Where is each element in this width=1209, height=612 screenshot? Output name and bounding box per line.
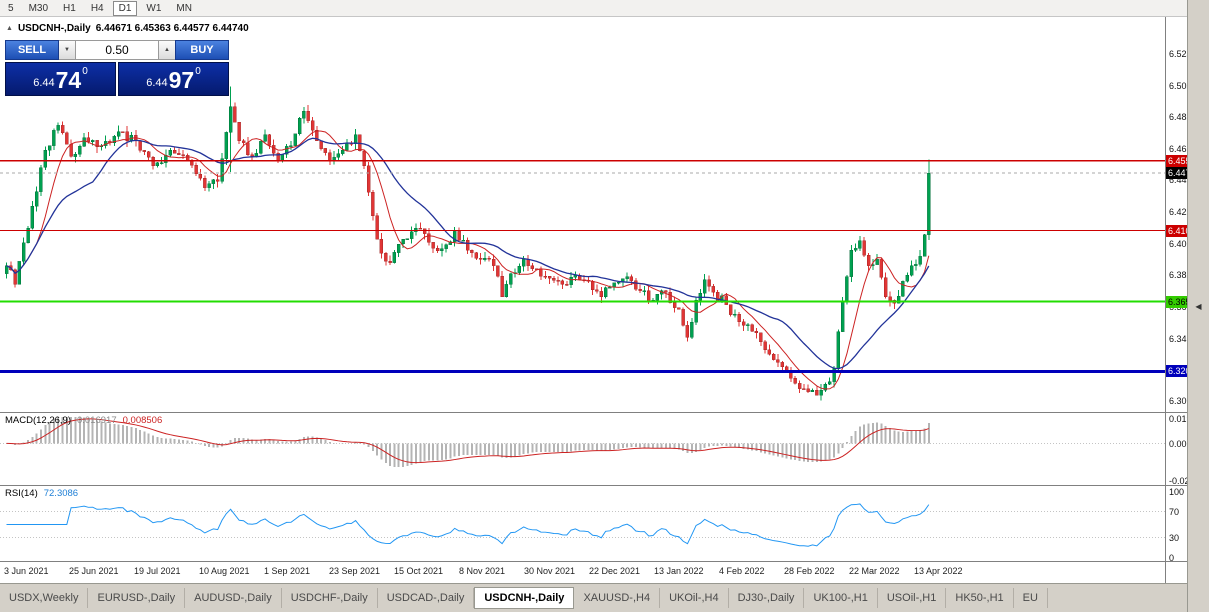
volume-input[interactable] (75, 40, 159, 60)
timeframe-button-5[interactable]: 5 (2, 1, 20, 16)
chart-tabs: USDX,Weekly EURUSD-,Daily AUDUSD-,Daily USD… (0, 583, 1209, 612)
date-label: 8 Nov 2021 (459, 566, 506, 576)
price-axis-label: 6.40190 (1169, 238, 1202, 249)
chart-ohlc-values: 6.44671 6.45363 6.44577 6.44740 (95, 23, 249, 34)
chart-title: ▲ USDCNH-,Daily 6.44671 6.45363 6.44577 … (6, 23, 249, 34)
buy-price-main: 6.44 (146, 77, 168, 89)
tab-eurusd-daily[interactable]: EURUSD-,Daily (88, 588, 186, 608)
rsi-value: 72.3086 (43, 488, 79, 499)
date-label: 13 Apr 2022 (914, 566, 963, 576)
tab-usdx-weekly[interactable]: USDX,Weekly (0, 588, 89, 608)
date-axis[interactable]: 3 Jun 2021 25 Jun 2021 19 Jul 2021 10 Aug 2… (0, 561, 1165, 583)
price-axis-label: 6.50330 (1169, 80, 1202, 91)
price-axis-label: 6.38210 (1169, 269, 1202, 280)
rsi-name: RSI(14) (5, 488, 38, 499)
macd-axis-label: -0.0284 (1169, 476, 1200, 486)
rsi-axis-label: 100 (1169, 487, 1185, 497)
date-label: 25 Jun 2021 (69, 566, 119, 576)
date-label: 4 Feb 2022 (719, 566, 765, 576)
buy-price-big: 97 (168, 67, 195, 93)
macd-indicator-label: MACD(12,26,9) 0.016917 0.008506 (5, 415, 162, 426)
date-label: 13 Jan 2022 (654, 566, 704, 576)
tab-uk100-h1[interactable]: UK100-,H1 (804, 588, 878, 608)
macd-main-value: 0.016917 (77, 415, 117, 426)
tab-usdcnh-daily[interactable]: USDCNH-,Daily (474, 587, 575, 609)
price-axis-label: 6.48350 (1169, 111, 1202, 122)
timeframe-button-h4[interactable]: H4 (85, 1, 110, 16)
timeframe-button-h1[interactable]: H1 (57, 1, 82, 16)
date-label: 15 Oct 2021 (394, 566, 444, 576)
timeframe-button-mn[interactable]: MN (170, 1, 198, 16)
buy-price-display[interactable]: 6.44 97 0 (118, 62, 229, 96)
buy-price-sup: 0 (195, 66, 201, 77)
date-label: 30 Nov 2021 (524, 566, 576, 576)
sell-price-big: 74 (55, 67, 82, 93)
tab-usdchf-daily[interactable]: USDCHF-,Daily (282, 588, 378, 608)
price-axis-label: 6.52370 (1169, 48, 1202, 59)
date-label: 23 Sep 2021 (329, 566, 381, 576)
sell-button[interactable]: SELL (5, 40, 59, 60)
date-label: 3 Jun 2021 (4, 566, 49, 576)
timeframe-button-d1[interactable]: D1 (112, 0, 138, 16)
timeframe-button-w1[interactable]: W1 (140, 1, 167, 16)
date-label: 1 Sep 2021 (264, 566, 311, 576)
sell-price-sup: 0 (82, 66, 88, 77)
volume-increase-icon[interactable]: ▲ (159, 40, 175, 60)
one-click-toggle-icon[interactable]: ▲ (6, 25, 13, 32)
price-axis-label: 6.46310 (1169, 143, 1202, 154)
tab-xauusd-h4[interactable]: XAUUSD-,H4 (574, 588, 661, 608)
macd-pane-svg[interactable] (0, 412, 1165, 485)
macd-axis-label: 0.00 (1169, 438, 1187, 449)
price-axis-label: 6.44270 (1169, 175, 1202, 186)
rsi-axis-label: 70 (1169, 506, 1180, 517)
one-click-trade-panel: SELL ▼ ▲ BUY 6.44 74 0 6.44 97 0 (5, 40, 229, 96)
timeframe-button-m30[interactable]: M30 (23, 1, 54, 16)
rsi-axis-label: 30 (1169, 533, 1180, 544)
date-label: 19 Jul 2021 (134, 566, 181, 576)
timeframe-toolbar: 5 M30 H1 H4 D1 W1 MN (0, 0, 1209, 17)
price-axis-label: 6.30110 (1169, 396, 1201, 407)
date-label: 22 Mar 2022 (849, 566, 900, 576)
price-axis-label: 6.34130 (1169, 333, 1202, 344)
macd-signal-value: 0.008506 (122, 415, 163, 426)
date-label: 22 Dec 2021 (589, 566, 641, 576)
tab-eu[interactable]: EU (1014, 588, 1048, 608)
macd-name: MACD(12,26,9) (5, 415, 71, 426)
tab-usdcad-daily[interactable]: USDCAD-,Daily (378, 588, 475, 608)
sell-price-main: 6.44 (33, 77, 55, 89)
tab-audusd-daily[interactable]: AUDUSD-,Daily (185, 588, 282, 608)
rsi-pane-svg[interactable] (0, 485, 1165, 561)
rsi-axis-label: 0 (1169, 553, 1175, 563)
date-label: 28 Feb 2022 (784, 566, 835, 576)
price-axis-label: 6.42230 (1169, 207, 1202, 218)
sell-price-display[interactable]: 6.44 74 0 (5, 62, 116, 96)
tab-hk50-h1[interactable]: HK50-,H1 (946, 588, 1014, 608)
chart-symbol-period: USDCNH-,Daily (17, 23, 91, 34)
volume-decrease-icon[interactable]: ▼ (59, 40, 75, 60)
date-label: 10 Aug 2021 (199, 566, 250, 576)
tab-ukoil-h4[interactable]: UKOil-,H4 (660, 588, 729, 608)
tab-scroll-left-icon[interactable]: ◀ (1187, 0, 1209, 612)
rsi-indicator-label: RSI(14) 72.3086 (5, 488, 78, 499)
buy-button[interactable]: BUY (175, 40, 229, 60)
tab-usoil-h1[interactable]: USOil-,H1 (878, 588, 947, 608)
tab-dj30-daily[interactable]: DJ30-,Daily (729, 588, 805, 608)
